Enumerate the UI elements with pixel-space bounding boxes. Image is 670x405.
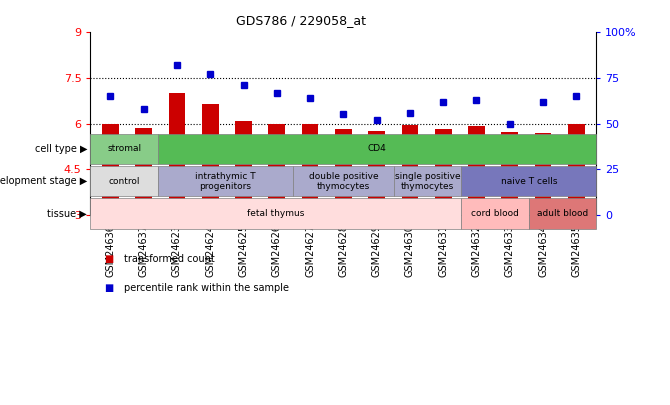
Text: adult blood: adult blood	[537, 209, 588, 218]
Bar	[501, 132, 518, 215]
Bar	[462, 166, 596, 196]
Bar	[135, 128, 152, 215]
Bar	[302, 124, 318, 215]
Bar	[535, 133, 551, 215]
Bar	[293, 166, 394, 196]
Text: transformed count: transformed count	[124, 254, 214, 264]
Bar	[435, 129, 452, 215]
Text: development stage ▶: development stage ▶	[0, 176, 87, 186]
Bar	[90, 166, 158, 196]
Bar	[202, 104, 218, 215]
Bar	[169, 93, 186, 215]
Text: GDS786 / 229058_at: GDS786 / 229058_at	[237, 14, 366, 27]
Text: CD4: CD4	[368, 144, 387, 153]
Bar	[269, 124, 285, 215]
Text: intrathymic T
progenitors: intrathymic T progenitors	[195, 172, 256, 191]
Text: single positive
thymocytes: single positive thymocytes	[395, 172, 460, 191]
Bar	[235, 121, 252, 215]
Bar	[90, 134, 158, 164]
Text: ■: ■	[104, 283, 113, 292]
Text: double positive
thymocytes: double positive thymocytes	[309, 172, 378, 191]
Bar	[335, 129, 352, 215]
Bar	[468, 126, 485, 215]
Text: ■: ■	[104, 254, 113, 264]
Text: naive T cells: naive T cells	[500, 177, 557, 186]
Text: percentile rank within the sample: percentile rank within the sample	[124, 283, 289, 292]
Bar	[529, 198, 596, 229]
Bar	[568, 124, 585, 215]
Text: cord blood: cord blood	[471, 209, 519, 218]
Bar	[90, 198, 462, 229]
Bar	[394, 166, 462, 196]
Bar	[158, 134, 596, 164]
Bar	[462, 198, 529, 229]
Text: tissue ▶: tissue ▶	[48, 209, 87, 219]
Bar	[401, 125, 418, 215]
Bar	[369, 131, 385, 215]
Bar	[102, 124, 119, 215]
Text: control: control	[109, 177, 140, 186]
Bar	[158, 166, 293, 196]
Text: stromal: stromal	[107, 144, 141, 153]
Text: cell type ▶: cell type ▶	[35, 144, 87, 154]
Text: fetal thymus: fetal thymus	[247, 209, 305, 218]
